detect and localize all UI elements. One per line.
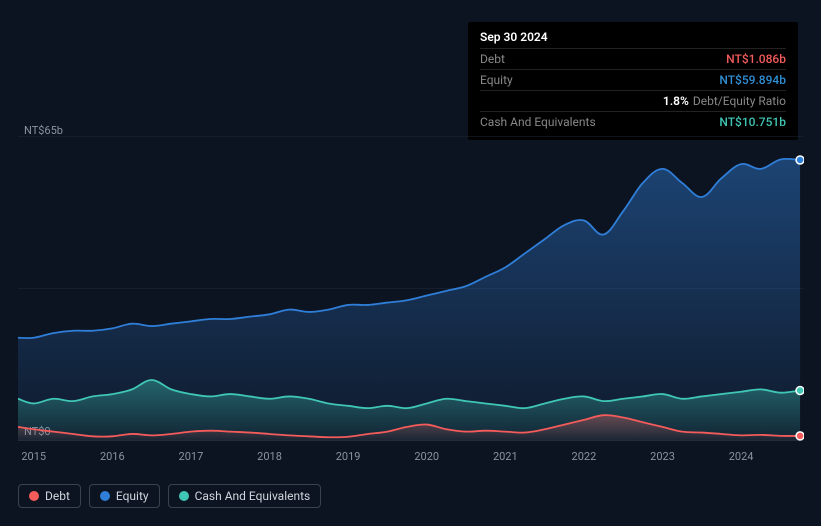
financial-chart bbox=[18, 136, 804, 441]
x-axis-label: 2021 bbox=[493, 450, 518, 463]
x-axis-label: 2016 bbox=[100, 450, 125, 463]
legend-item-equity[interactable]: Equity bbox=[89, 484, 160, 508]
debt-endpoint-marker bbox=[796, 432, 804, 440]
legend-item-debt[interactable]: Debt bbox=[18, 484, 81, 508]
tooltip-row-label: Debt bbox=[480, 52, 505, 66]
legend-label: Cash And Equivalents bbox=[195, 489, 311, 503]
tooltip-row-label: Equity bbox=[480, 73, 513, 87]
tooltip-row: Cash And Equivalents NT$10.751b bbox=[480, 111, 786, 132]
tooltip-row-value: NT$10.751b bbox=[719, 115, 786, 129]
tooltip-date: Sep 30 2024 bbox=[480, 30, 786, 48]
chart-area[interactable] bbox=[18, 136, 804, 441]
tooltip-row: Equity NT$59.894b bbox=[480, 69, 786, 90]
legend-label: Debt bbox=[45, 489, 70, 503]
legend-dot-icon bbox=[29, 491, 39, 501]
legend: Debt Equity Cash And Equivalents bbox=[18, 484, 321, 508]
cash-endpoint-marker bbox=[796, 387, 804, 395]
tooltip-row: 1.8%Debt/Equity Ratio bbox=[480, 90, 786, 111]
legend-label: Equity bbox=[116, 489, 149, 503]
data-tooltip: Sep 30 2024 Debt NT$1.086b Equity NT$59.894… bbox=[468, 22, 798, 140]
x-axis-label: 2024 bbox=[729, 450, 754, 463]
x-axis-label: 2020 bbox=[414, 450, 439, 463]
x-axis-label: 2015 bbox=[21, 450, 46, 463]
equity-endpoint-marker bbox=[796, 156, 804, 164]
x-axis-label: 2018 bbox=[257, 450, 282, 463]
x-axis-label: 2017 bbox=[179, 450, 204, 463]
tooltip-row-ratio: 1.8%Debt/Equity Ratio bbox=[663, 94, 786, 108]
legend-dot-icon bbox=[179, 491, 189, 501]
tooltip-row-value: NT$59.894b bbox=[719, 73, 786, 87]
tooltip-row-label: Cash And Equivalents bbox=[480, 115, 596, 129]
x-axis-label: 2022 bbox=[572, 450, 597, 463]
legend-item-cash[interactable]: Cash And Equivalents bbox=[168, 484, 322, 508]
x-axis-label: 2023 bbox=[650, 450, 675, 463]
x-axis-label: 2019 bbox=[336, 450, 361, 463]
tooltip-row: Debt NT$1.086b bbox=[480, 48, 786, 69]
legend-dot-icon bbox=[100, 491, 110, 501]
tooltip-row-value: NT$1.086b bbox=[726, 52, 786, 66]
